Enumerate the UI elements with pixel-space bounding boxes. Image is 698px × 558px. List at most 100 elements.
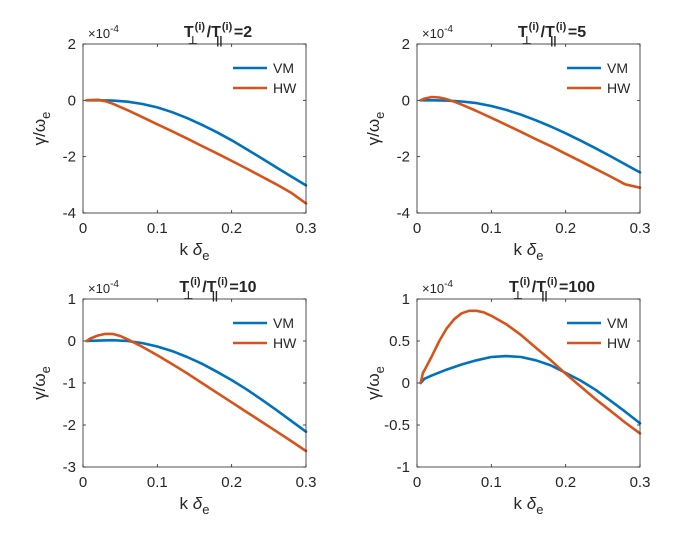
title-superscript: (i) [217,276,228,288]
exponent-power: -4 [444,24,453,35]
series-line-vm [85,99,308,187]
y-tick-label: 1 [402,291,410,308]
y-tick-label: 2 [68,36,76,53]
x-axis-label: k δe [180,494,210,517]
title-base: T [207,279,217,296]
legend-label-vm: VM [273,315,294,331]
x-label-base: k [514,494,527,513]
title-superscript: (i) [556,21,567,33]
x-tick-label: 0 [413,220,421,237]
exponent-power: -4 [110,279,119,290]
title-superscript: (i) [520,276,531,288]
y-tick-label: -1 [397,459,410,476]
y-tick-label: 0.5 [389,333,410,350]
x-label-base: k [180,494,193,513]
x-label-greek: δ [193,240,203,259]
y-tick-label: -4 [63,205,76,222]
y-tick-label: -1 [63,375,76,392]
x-label-greek: δ [527,240,537,259]
legend-label-vm: VM [273,60,294,76]
title-superscript: (i) [547,276,558,288]
y-exponent-label: ×10-4 [422,24,453,41]
title-value: =5 [563,24,586,41]
x-tick-label: 0.3 [296,474,317,491]
chart-panel-2: 0 0.1 0.2 0.3-4-202×10-4 T(i) ⊥/T(i) || =5k δe… [364,21,650,263]
exponent-power: -4 [444,279,453,290]
y-exponent-label: ×10-4 [88,24,119,41]
title-subscript: ⊥ [188,35,198,47]
y-tick-label: -0.5 [384,417,410,434]
y-tick-label: 0 [68,333,76,350]
series-line-hw [85,332,308,453]
y-tick-label: 2 [402,36,410,53]
y-tick-label: -3 [63,459,76,476]
x-tick-label: 0.2 [221,220,242,237]
y-axis-label: γ/ωe [364,112,387,146]
chart-title: T(i) ⊥/T(i) || =5 [518,21,586,47]
y-label-base: γ/ω [364,119,383,146]
title-separator: / [202,279,207,296]
x-tick-label: 0 [79,220,87,237]
series-line-hw [419,309,642,435]
chart-panel-3: 0 0.1 0.2 0.3-3-2-101×10-4 T(i) ⊥/T(i) || =10k… [30,276,316,517]
exponent-power: -4 [110,24,119,35]
exponent-base: ×10 [88,26,110,41]
exponent-base: ×10 [422,281,444,296]
y-label-subscript: e [38,112,53,119]
title-subscript: ⊥ [513,290,523,302]
chart-title: T(i) ⊥/T(i) || =100 [509,276,595,302]
title-separator: / [207,24,212,41]
title-subscript: || [212,290,218,302]
y-axis-label: γ/ωe [30,112,53,146]
x-tick-label: 0.1 [147,474,168,491]
title-value: =100 [555,279,596,296]
x-axis-label: k δe [514,240,544,263]
y-exponent-label: ×10-4 [422,279,453,296]
title-subscript: || [216,35,222,47]
series-line-vm [419,354,642,425]
title-separator: / [532,279,537,296]
x-tick-label: 0 [79,474,87,491]
plot-area [83,44,306,213]
exponent-base: ×10 [88,281,110,296]
x-tick-label: 0.2 [221,474,242,491]
title-separator: / [541,24,546,41]
plot-area [417,299,640,467]
title-base: T [545,24,555,41]
x-tick-label: 0.2 [555,474,576,491]
y-tick-label: 0 [402,375,410,392]
x-label-greek: δ [193,494,203,513]
x-label-subscript: e [536,248,543,263]
x-tick-label: 0.3 [630,474,651,491]
legend-label-hw: HW [607,80,631,96]
title-subscript: ⊥ [184,290,194,302]
x-label-greek: δ [527,494,537,513]
x-tick-label: 0.2 [555,220,576,237]
x-tick-label: 0.1 [147,220,168,237]
y-label-subscript: e [38,366,53,373]
x-tick-label: 0.3 [296,220,317,237]
title-superscript: (i) [190,276,201,288]
legend-label-hw: HW [273,335,297,351]
y-tick-label: -2 [63,417,76,434]
x-label-subscript: e [202,248,209,263]
x-axis-label: k δe [180,240,210,263]
title-subscript: || [541,290,547,302]
title-subscript: ⊥ [522,35,532,47]
y-label-subscript: e [372,366,387,373]
chart-title: T(i) ⊥/T(i) || =10 [179,276,256,302]
title-base: T [211,24,221,41]
x-tick-label: 0.1 [481,474,502,491]
x-tick-label: 0 [413,474,421,491]
x-tick-label: 0.1 [481,220,502,237]
x-axis-label: k δe [514,494,544,517]
series-line-vm [85,338,308,434]
plot-area [83,299,306,467]
y-label-subscript: e [372,112,387,119]
plot-area [417,44,640,213]
exponent-base: ×10 [422,26,444,41]
axes-box [82,43,307,214]
y-tick-label: -2 [397,149,410,166]
title-value: =2 [229,24,252,41]
